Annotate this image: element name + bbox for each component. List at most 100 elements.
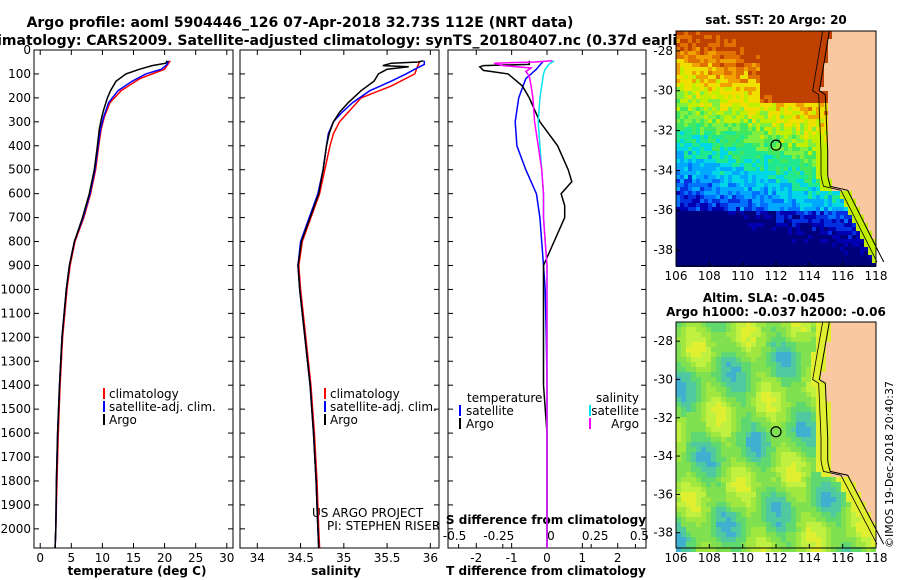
- legend-entry: climatology: [330, 387, 400, 401]
- depth-tick-label: 100: [8, 67, 31, 81]
- map-lon-label: 114: [798, 551, 821, 565]
- x-tick-label: 5: [67, 551, 75, 565]
- x-tick-label: -1: [506, 551, 518, 565]
- s-diff-tick-label: -0.5: [443, 529, 466, 543]
- series-line-salinity-argo: [493, 60, 553, 548]
- header-line-1: Argo profile: aoml 5904446_126 07-Apr-20…: [27, 15, 574, 31]
- depth-tick-label: 500: [8, 163, 31, 177]
- argo-profile-marker: [770, 426, 782, 438]
- sst-coastline: [818, 30, 885, 263]
- argo-profile-marker: [770, 139, 782, 151]
- map-lon-label: 118: [865, 551, 888, 565]
- series-line-temperature-argo: [478, 60, 573, 548]
- sla-map-title: Altim. SLA: -0.045: [703, 291, 825, 305]
- legend-entry: Argo: [466, 417, 494, 431]
- panel-frame: [239, 49, 440, 549]
- depth-tick-label: 1500: [0, 402, 31, 416]
- s-diff-tick-label: 0: [547, 529, 555, 543]
- map-lat-label: -32: [653, 411, 673, 425]
- map-lat-label: -28: [653, 334, 673, 348]
- depth-tick-label: 400: [8, 139, 31, 153]
- map-lon-label: 110: [731, 551, 754, 565]
- series-line-climatology: [54, 60, 171, 549]
- depth-tick-label: 700: [8, 211, 31, 225]
- x-tick-label: 35.5: [374, 551, 401, 565]
- panel-frame: [33, 49, 234, 549]
- map-lat-label: -34: [653, 449, 673, 463]
- map-lon-label: 116: [831, 269, 854, 283]
- legend-entry: satellite-adj. clim.: [330, 400, 437, 414]
- map-lat-label: -36: [653, 203, 673, 217]
- legend-entry: Argo: [330, 413, 358, 427]
- legend-group-salinity: salinity: [596, 391, 639, 405]
- depth-tick-label: 200: [8, 91, 31, 105]
- s-difference-xlabel: S difference from climatology: [446, 513, 646, 527]
- x-tick-label: 2: [614, 551, 622, 565]
- s-diff-tick-label: -0.25: [483, 529, 514, 543]
- map-lon-label: 108: [698, 269, 721, 283]
- depth-tick-label: 300: [8, 115, 31, 129]
- series-line-argo: [297, 60, 424, 549]
- map-lon-label: 114: [798, 269, 821, 283]
- salinity-panel: salinity US ARGO PROJECT PI: STEPHEN RIS…: [239, 49, 440, 578]
- temperature-panel: temperature (deg C) 01002003004005006007…: [0, 43, 234, 578]
- legend-entry: satellite-adj. clim.: [109, 400, 216, 414]
- map-lon-label: 106: [665, 269, 688, 283]
- legend-group-temperature: temperature: [467, 391, 542, 405]
- map-lon-label: 116: [831, 551, 854, 565]
- map-lat-label: -34: [653, 163, 673, 177]
- x-tick-label: 20: [157, 551, 172, 565]
- map-lat-label: -38: [653, 243, 673, 257]
- header-line-2: Climatology: CARS2009. Satellite-adjuste…: [0, 33, 700, 49]
- map-lat-label: -28: [653, 44, 673, 58]
- x-tick-label: 0: [36, 551, 44, 565]
- sla-heatmap-cells: [676, 322, 876, 552]
- map-lon-label: 118: [865, 269, 888, 283]
- x-tick-label: 34.5: [287, 551, 314, 565]
- t-difference-xlabel: T difference from climatology: [446, 564, 646, 578]
- legend-entry: satellite: [466, 404, 514, 418]
- depth-tick-label: 0: [23, 43, 31, 57]
- map-lat-label: -32: [653, 124, 673, 138]
- pi-annotation: PI: STEPHEN RISER: [327, 519, 440, 533]
- s-diff-tick-label: 0.5: [630, 529, 649, 543]
- x-tick-label: 25: [188, 551, 203, 565]
- map-lat-label: -36: [653, 487, 673, 501]
- map-lon-label: 106: [665, 551, 688, 565]
- depth-tick-label: 1400: [0, 378, 31, 392]
- sst-heatmap-cells: [676, 31, 876, 267]
- x-tick-label: 35: [336, 551, 351, 565]
- difference-panel: T difference from climatology S differen…: [443, 49, 649, 578]
- legend-entry: satellite: [591, 404, 639, 418]
- depth-tick-label: 600: [8, 187, 31, 201]
- x-tick-label: 34: [250, 551, 265, 565]
- depth-tick-label: 900: [8, 258, 31, 272]
- x-tick-label: 15: [126, 551, 141, 565]
- legend-entry: climatology: [109, 387, 179, 401]
- map-lon-label: 112: [765, 269, 788, 283]
- map-lat-label: -30: [653, 372, 673, 386]
- x-tick-label: 36: [423, 551, 438, 565]
- sst-shelf-contour: [812, 30, 878, 263]
- sla-map-subtitle: Argo h1000: -0.037 h2000: -0.06: [666, 305, 886, 319]
- x-tick-label: 1: [579, 551, 587, 565]
- legend-entry: Argo: [109, 413, 137, 427]
- depth-tick-label: 1800: [0, 474, 31, 488]
- s-diff-tick-label: 0.25: [582, 529, 609, 543]
- map-lat-label: -38: [653, 526, 673, 540]
- depth-tick-label: 2000: [0, 522, 31, 536]
- map-lon-label: 112: [765, 551, 788, 565]
- project-annotation: US ARGO PROJECT: [312, 506, 424, 520]
- sla-map: 106 108 110 112 114 116 118 -28 -30 -32 -34 -36 -38: [653, 321, 888, 565]
- x-tick-label: 0: [543, 551, 551, 565]
- series-line-satellite-adj-clim-: [54, 60, 170, 549]
- salinity-xlabel: salinity: [311, 564, 361, 578]
- series-line-temperature-satellite: [514, 60, 548, 548]
- sla-shelf-contour: [812, 321, 878, 545]
- x-tick-label: -2: [470, 551, 482, 565]
- series-line-climatology: [298, 60, 421, 549]
- sst-map: 106 108 110 112 114 116 118 -28 -30 -32 -34 -36 -38: [653, 30, 888, 283]
- temperature-xlabel: temperature (deg C): [68, 564, 207, 578]
- depth-tick-label: 1200: [0, 330, 31, 344]
